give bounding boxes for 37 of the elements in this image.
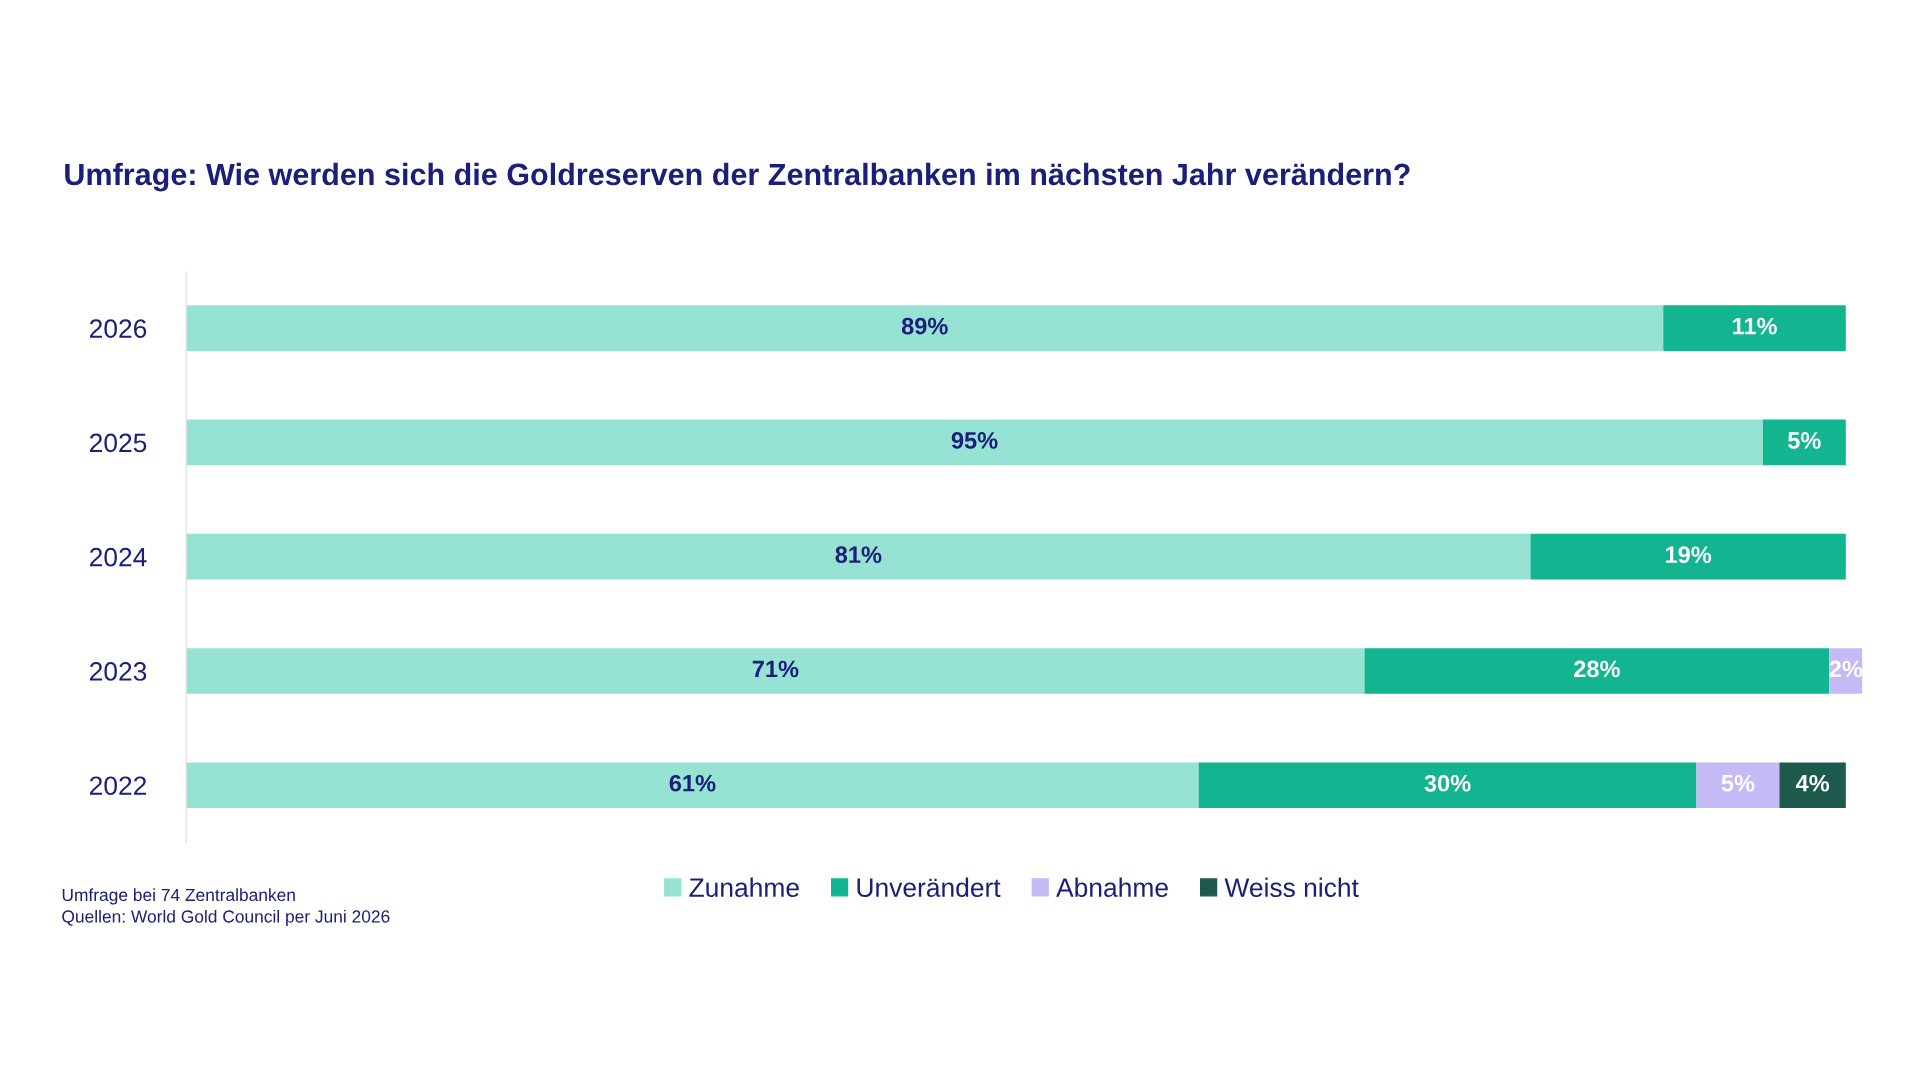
bar [1696,762,1780,809]
bar [1663,305,1846,352]
text: Umfrage bei 74 Zentralbanken [62,888,295,905]
data-label: 30% [1424,774,1471,792]
data-label: 4% [1795,774,1830,792]
data-label: 61% [669,774,716,792]
data-label: 81% [835,546,882,564]
bar [1364,648,1830,694]
bar [186,419,1763,466]
y-tick-label: 2024 [89,547,147,567]
data-label: 89% [901,317,948,335]
bar [1762,419,1846,466]
legend-label: Abnahme [1056,877,1168,897]
bar [1530,533,1846,580]
legend-label: Weiss nicht [1224,877,1359,897]
legend-label: Unverändert [857,877,1001,897]
bar [1779,762,1846,809]
source-note: Quellen: World Gold Council per Juni 2026 [62,909,390,927]
data-label: 71% [752,660,799,678]
data-label: 5% [1787,432,1821,449]
y-tick-label: 2022 [89,776,147,796]
y-tick-label: 2026 [89,319,147,338]
chart-title: Umfrage: Wie werden sich die Goldreserven der Zentralbanken im nächsten Jahr verändern? [65,162,1410,192]
bar [186,305,1664,352]
data-label: 19% [1666,546,1712,564]
data-label: 11% [1733,317,1777,335]
data-label: 5% [1721,774,1755,792]
data-label: 2% [1829,660,1863,678]
y-tick-label: 2023 [89,662,147,681]
bar [1198,762,1697,809]
bar [186,648,1365,694]
bar [186,762,1199,809]
bar [186,533,1531,580]
y-tick-label: 2025 [89,433,147,453]
data-label: 28% [1574,660,1620,678]
legend-label: Zunahme [689,877,799,897]
data-label: 95% [951,432,998,449]
